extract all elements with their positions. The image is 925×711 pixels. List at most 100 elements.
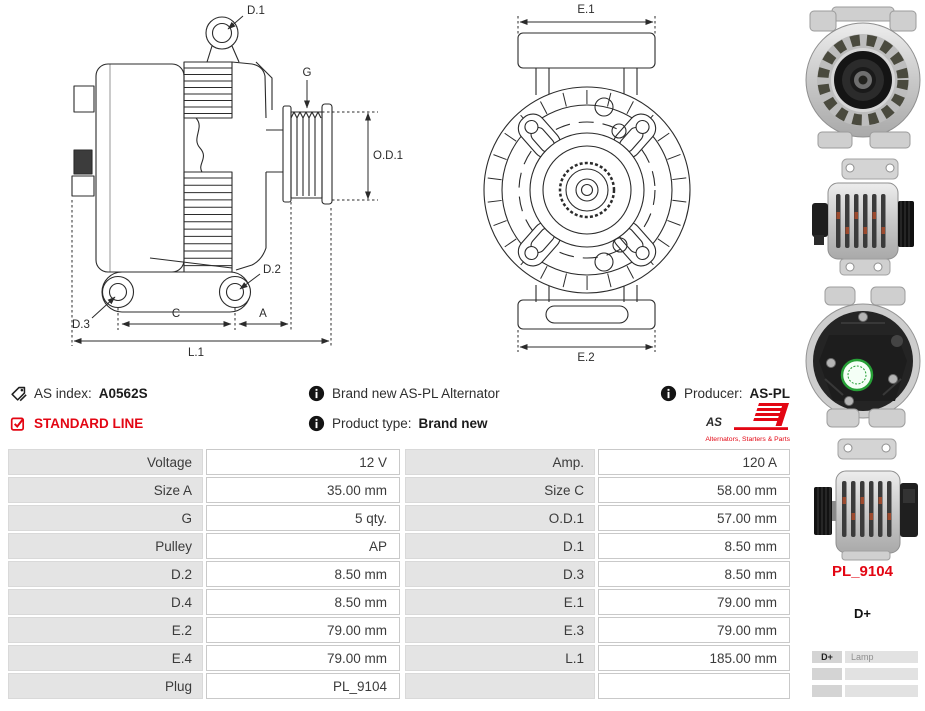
- side-view-dimension-labels: D.1 G O.D.1 D.2 D.3 C A L.1: [72, 5, 403, 359]
- spec-value: 79.00 mm: [206, 645, 400, 671]
- spec-row: Amp. 120 A: [405, 449, 790, 475]
- spec-value: 79.00 mm: [598, 589, 790, 615]
- spec-label: E.4: [8, 645, 203, 671]
- front-view-dimensions: [517, 16, 656, 352]
- spec-value: 79.00 mm: [598, 617, 790, 643]
- spec-label: D.1: [405, 533, 595, 559]
- spec-row: E.1 79.00 mm: [405, 589, 790, 615]
- terminal-function: [845, 668, 918, 680]
- brand-new-text: Brand new AS-PL Alternator: [332, 386, 500, 401]
- spec-label: L.1: [405, 645, 595, 671]
- terminal-pin: [812, 668, 842, 680]
- spec-label: Plug: [8, 673, 203, 699]
- producer-row: Producer: AS-PL: [640, 384, 790, 403]
- spec-value: 35.00 mm: [206, 477, 400, 503]
- spec-row: Size C 58.00 mm: [405, 477, 790, 503]
- terminal-row: D+ Lamp: [812, 651, 918, 663]
- spec-row: Pulley AP: [8, 533, 400, 559]
- spec-value: 5 qty.: [206, 505, 400, 531]
- producer-label: Producer:: [683, 386, 743, 401]
- spec-value: 8.50 mm: [206, 561, 400, 587]
- as-pl-logo-mark: AS: [705, 403, 790, 430]
- front-view-drawing: [483, 32, 691, 330]
- spec-row: E.2 79.00 mm: [8, 617, 400, 643]
- spec-value: AP: [206, 533, 400, 559]
- plug-code-label: PL_9104: [832, 563, 893, 580]
- as-index-label: AS index:: [34, 386, 92, 401]
- side-view-drawing: [71, 16, 333, 313]
- spec-value: PL_9104: [206, 673, 400, 699]
- terminal-row: [812, 685, 918, 697]
- dim-label-c: C: [172, 308, 180, 320]
- spec-value: [598, 673, 790, 699]
- spec-value: 57.00 mm: [598, 505, 790, 531]
- as-pl-logo: AS Alternators, Starters & Parts: [694, 400, 790, 443]
- spec-value: 58.00 mm: [598, 477, 790, 503]
- standard-line-row: STANDARD LINE: [10, 414, 143, 433]
- dim-label-d2: D.2: [263, 264, 281, 276]
- spec-label: E.3: [405, 617, 595, 643]
- spec-label: E.1: [405, 589, 595, 615]
- spec-row: E.4 79.00 mm: [8, 645, 400, 671]
- terminal-label: D+: [854, 606, 871, 621]
- spec-value: 120 A: [598, 449, 790, 475]
- producer-value: AS-PL: [749, 386, 791, 401]
- alternator-photo-rear-view: [805, 286, 921, 428]
- check-box-icon: [10, 417, 25, 431]
- standard-line-label: STANDARD LINE: [34, 416, 144, 431]
- spec-label: D.2: [8, 561, 203, 587]
- spec-label: [405, 673, 595, 699]
- info-icon: [308, 385, 325, 402]
- spec-label: Voltage: [8, 449, 203, 475]
- alternator-photo-front-view: [805, 6, 921, 149]
- spec-row: D.2 8.50 mm: [8, 561, 400, 587]
- dim-label-g: G: [303, 67, 312, 79]
- spec-table-right: Amp. 120 A Size C 58.00 mm O.D.1 57.00 mm D…: [405, 449, 790, 699]
- spec-row: O.D.1 57.00 mm: [405, 505, 790, 531]
- spec-label: Size A: [8, 477, 203, 503]
- logo-subtitle: Alternators, Starters & Parts: [705, 436, 790, 443]
- info-icon: [308, 415, 325, 432]
- spec-row: Plug PL_9104: [8, 673, 400, 699]
- spec-value: 185.00 mm: [598, 645, 790, 671]
- brand-new-row: Brand new AS-PL Alternator: [308, 384, 500, 403]
- as-index-row: AS index: A0562S: [10, 384, 148, 403]
- product-type-value: Brand new: [418, 416, 488, 431]
- spec-value: 8.50 mm: [598, 533, 790, 559]
- spec-row: Size A 35.00 mm: [8, 477, 400, 503]
- dim-label-d3: D.3: [72, 319, 90, 331]
- as-index-value: A0562S: [98, 386, 148, 401]
- dim-label-d1: D.1: [247, 5, 265, 17]
- logo-text: AS: [705, 417, 722, 429]
- alternator-photo-side-view-plug: [812, 158, 914, 276]
- spec-row: Voltage 12 V: [8, 449, 400, 475]
- spec-label: Pulley: [8, 533, 203, 559]
- dim-label-e2: E.2: [577, 352, 594, 364]
- spec-row: L.1 185.00 mm: [405, 645, 790, 671]
- alternator-photo-side-view-pulley: [814, 438, 918, 561]
- spec-value: 79.00 mm: [206, 617, 400, 643]
- terminal-pin: D+: [812, 651, 842, 663]
- spec-label: Size C: [405, 477, 595, 503]
- spec-row: D.4 8.50 mm: [8, 589, 400, 615]
- dim-label-od1: O.D.1: [373, 150, 403, 162]
- terminal-connection-table: D+ Lamp: [812, 651, 918, 697]
- spec-label: G: [8, 505, 203, 531]
- terminal-pin: [812, 685, 842, 697]
- spec-value: 8.50 mm: [598, 561, 790, 587]
- tag-icon: [11, 386, 27, 402]
- product-type-label: Product type:: [332, 416, 412, 431]
- product-type-row: Product type: Brand new: [308, 414, 488, 433]
- spec-row: D.1 8.50 mm: [405, 533, 790, 559]
- info-icon: [660, 385, 677, 402]
- technical-drawings: D.1 G O.D.1 D.2 D.3 C A L.1: [71, 4, 691, 364]
- dim-label-a: A: [259, 308, 267, 320]
- spec-label: D.3: [405, 561, 595, 587]
- terminal-function: [845, 685, 918, 697]
- spec-label: E.2: [8, 617, 203, 643]
- spec-value: 8.50 mm: [206, 589, 400, 615]
- spec-label: O.D.1: [405, 505, 595, 531]
